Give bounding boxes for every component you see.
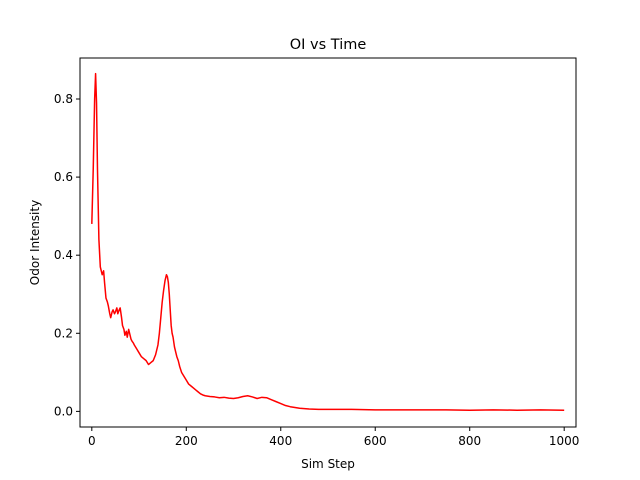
x-tick-label: 600 xyxy=(364,434,387,448)
y-axis-ticks: 0.0 0.2 0.4 0.6 0.8 xyxy=(54,92,80,418)
series-line xyxy=(91,72,565,411)
series-layer xyxy=(91,72,565,411)
x-tick-label: 200 xyxy=(175,434,198,448)
plot-background xyxy=(80,58,576,427)
y-tick-label: 0.6 xyxy=(54,170,73,184)
x-axis-label: Sim Step xyxy=(301,457,355,471)
plot-area xyxy=(79,57,577,428)
plot-frame xyxy=(79,57,577,428)
y-tick-label: 0.8 xyxy=(54,92,73,106)
x-tick-label: 800 xyxy=(458,434,481,448)
x-tick-label: 0 xyxy=(88,434,96,448)
y-tick-label: 0.2 xyxy=(54,326,73,340)
x-axis-ticks: 0 200 400 600 800 1000 xyxy=(88,427,579,448)
chart-title: OI vs Time xyxy=(290,37,367,53)
y-tick-label: 0.0 xyxy=(54,404,73,418)
x-tick-label: 1000 xyxy=(549,434,580,448)
y-tick-label: 0.4 xyxy=(54,248,73,262)
x-tick-label: 400 xyxy=(269,434,292,448)
y-axis-label: Odor Intensity xyxy=(28,200,42,285)
